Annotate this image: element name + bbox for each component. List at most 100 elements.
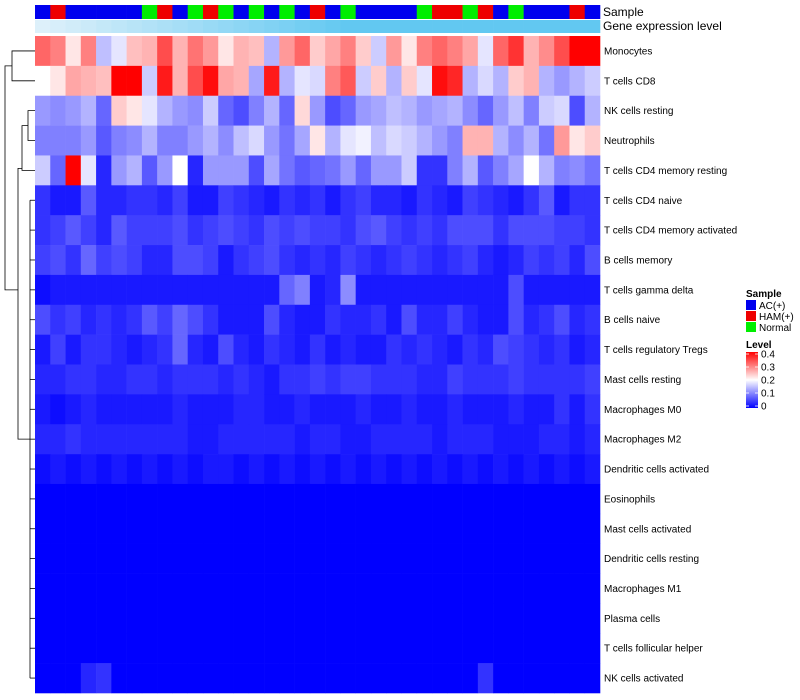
heatmap-cell [126,304,143,335]
heatmap-cell [508,364,524,395]
heatmap-cell [569,245,586,276]
heatmap-cell [355,573,372,604]
heatmap-cell [340,394,356,425]
sample-annotation-cell [569,5,586,19]
row-labels: Monocytes T cells CD8 NK cells resting Neut… [604,46,737,684]
heatmap-cells [35,36,601,694]
heatmap-cell [432,334,448,365]
heatmap-cell [386,633,402,664]
heatmap-cell [126,125,143,156]
heatmap-cell [126,424,143,455]
heatmap-cell [35,424,51,455]
heatmap-cell [340,424,356,455]
level-tick-label: 0.2 [761,376,775,387]
heatmap-cell [126,155,143,186]
heatmap-cell [538,394,555,425]
heatmap-cell [432,483,448,515]
heatmap-cell [508,155,524,186]
heatmap-cell [172,513,189,544]
heatmap-cell [340,663,356,694]
heatmap-cell [493,304,509,335]
heatmap-cell [401,633,418,664]
heatmap-cell [141,125,158,156]
heatmap-cell [554,215,570,246]
sample-annotation-cell [279,5,295,19]
heatmap-cell [554,543,570,574]
gene-expression-annotation-cell [447,20,463,33]
gene-expression-annotation-cell [279,20,295,33]
heatmap-cell [50,483,66,515]
heatmap-cell [218,245,234,276]
heatmap-cell [401,394,418,425]
sample-legend: Sample AC(+)HAM(+)Normal [746,289,794,334]
heatmap-cell [416,155,433,186]
heatmap-cell [264,483,280,515]
heatmap-cell [554,483,570,515]
heatmap-cell [386,663,402,694]
heatmap-cell [584,364,601,395]
heatmap-cell [401,125,418,156]
heatmap-cell [569,65,586,97]
heatmap-cell [340,245,356,276]
heatmap-cell [248,155,265,186]
heatmap-cell [447,185,463,216]
heatmap-cell [233,245,250,276]
heatmap-cell [187,483,204,515]
heatmap-cell [248,95,265,126]
heatmap-cell [477,215,494,246]
heatmap-cell [294,543,311,574]
heatmap-cell [111,483,127,515]
sample-annotation-label: Sample [603,5,644,19]
dendrogram-branch [4,65,18,291]
heatmap-cell [50,274,66,306]
heatmap-cell [65,334,82,365]
heatmap-cell [126,483,143,515]
heatmap-cell [80,543,97,574]
heatmap-cell [248,215,265,246]
heatmap-cell [248,125,265,156]
heatmap-cell [416,95,433,126]
heatmap-cell [370,663,387,694]
level-tick-label: 0.1 [761,389,775,400]
heatmap-cell [447,573,463,604]
heatmap-cell [187,513,204,544]
sample-legend-entry: HAM(+) [759,312,794,323]
heatmap-cell [416,125,433,156]
level-tick-label: 0.4 [761,350,775,361]
dendrogram-branch [17,167,30,440]
heatmap-cell [96,454,112,485]
heatmap-cell [447,364,463,395]
heatmap-cell [355,125,372,156]
heatmap-cell [96,185,112,216]
heatmap-cell [279,454,295,485]
heatmap-cell [584,603,601,634]
heatmap-cell [279,543,295,574]
heatmap-cell [554,304,570,335]
heatmap-cell [50,543,66,574]
heatmap-cell [462,95,479,126]
heatmap-cell [447,245,463,276]
gene-expression-annotation-cell [493,20,509,33]
heatmap-cell [386,95,402,126]
heatmap-cell [50,513,66,544]
heatmap-cell [508,334,524,365]
heatmap-cell [523,215,540,246]
heatmap-cell [554,125,570,156]
heatmap-cell [493,215,509,246]
level-legend: Level 0.4 0.3 0.2 0.1 0 [746,340,775,413]
heatmap-cell [493,245,509,276]
sample-annotation-cell [340,5,356,19]
heatmap-cell [279,215,295,246]
heatmap-cell [355,633,372,664]
heatmap-cell [416,334,433,365]
row-label: Monocytes [604,46,652,57]
heatmap-cell [279,394,295,425]
heatmap-cell [569,543,586,574]
heatmap-cell [279,65,295,97]
heatmap-cell [493,95,509,126]
heatmap-cell [462,364,479,395]
heatmap-cell [80,215,97,246]
heatmap-cell [202,394,219,425]
heatmap-cell [370,95,387,126]
heatmap-cell [187,603,204,634]
